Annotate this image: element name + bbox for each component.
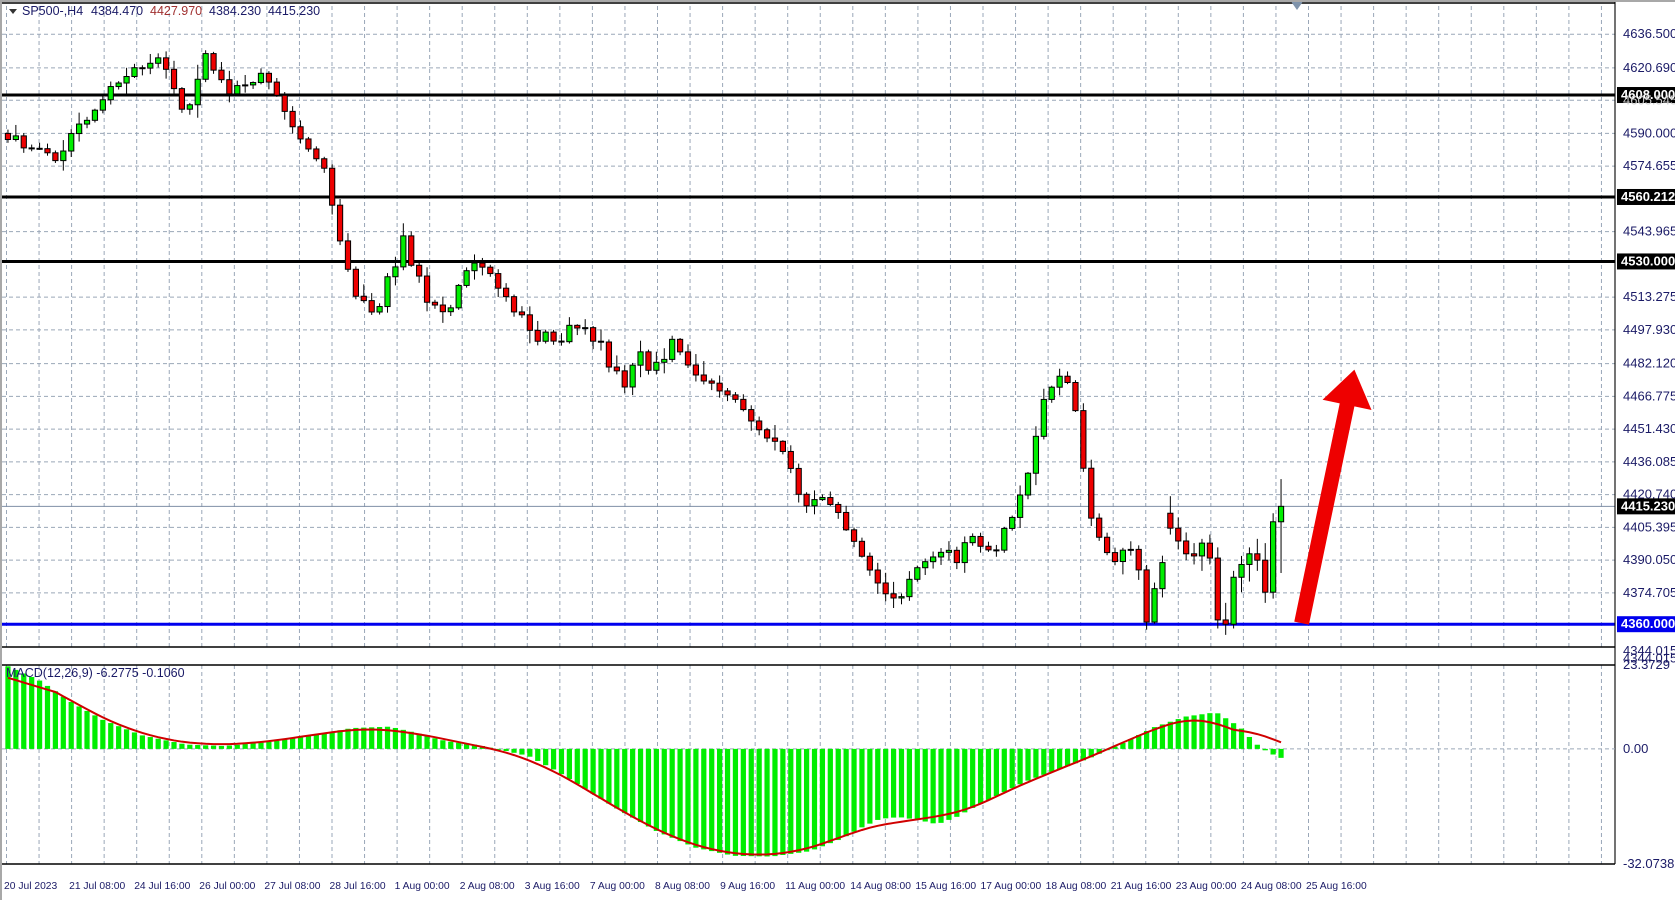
svg-text:4482.120: 4482.120	[1623, 356, 1675, 371]
svg-text:MACD(12,26,9) -6.2775 -0.1060: MACD(12,26,9) -6.2775 -0.1060	[6, 666, 185, 680]
svg-text:20 Jul 2023: 20 Jul 2023	[4, 881, 58, 892]
svg-text:4384.230: 4384.230	[209, 4, 261, 18]
svg-text:28 Jul 16:00: 28 Jul 16:00	[330, 881, 386, 892]
svg-text:24 Jul 16:00: 24 Jul 16:00	[134, 881, 190, 892]
svg-text:24 Aug 08:00: 24 Aug 08:00	[1241, 881, 1302, 892]
svg-text:8 Aug 08:00: 8 Aug 08:00	[655, 881, 710, 892]
svg-text:4590.000: 4590.000	[1623, 125, 1675, 140]
svg-text:9 Aug 16:00: 9 Aug 16:00	[720, 881, 775, 892]
svg-text:4636.500: 4636.500	[1623, 26, 1675, 41]
svg-text:3 Aug 16:00: 3 Aug 16:00	[525, 881, 580, 892]
svg-text:26 Jul 00:00: 26 Jul 00:00	[199, 881, 255, 892]
svg-text:4543.965: 4543.965	[1623, 224, 1675, 239]
svg-text:7 Aug 00:00: 7 Aug 00:00	[590, 881, 645, 892]
svg-text:4620.690: 4620.690	[1623, 60, 1675, 75]
svg-text:0.00: 0.00	[1623, 741, 1648, 756]
svg-text:4560.212: 4560.212	[1621, 189, 1675, 204]
svg-text:4451.430: 4451.430	[1623, 421, 1675, 436]
svg-text:4415.230: 4415.230	[1621, 498, 1675, 513]
svg-text:18 Aug 08:00: 18 Aug 08:00	[1046, 881, 1107, 892]
svg-text:11 Aug 00:00: 11 Aug 00:00	[785, 881, 845, 892]
svg-text:4513.275: 4513.275	[1623, 289, 1675, 304]
svg-text:4605.545: 4605.545	[1623, 92, 1675, 107]
svg-text:4415.230: 4415.230	[268, 4, 320, 18]
svg-text:SP500-,H4: SP500-,H4	[22, 4, 83, 18]
svg-text:4530.000: 4530.000	[1621, 253, 1675, 268]
svg-text:4384.470: 4384.470	[91, 4, 143, 18]
svg-text:4497.930: 4497.930	[1623, 322, 1675, 337]
svg-text:4436.085: 4436.085	[1623, 454, 1675, 469]
svg-text:27 Jul 08:00: 27 Jul 08:00	[264, 881, 320, 892]
svg-text:4574.655: 4574.655	[1623, 158, 1675, 173]
svg-text:14 Aug 08:00: 14 Aug 08:00	[850, 881, 911, 892]
svg-text:1 Aug 00:00: 1 Aug 00:00	[395, 881, 450, 892]
svg-text:15 Aug 16:00: 15 Aug 16:00	[915, 881, 976, 892]
svg-text:4466.775: 4466.775	[1623, 388, 1675, 403]
svg-text:23 Aug 00:00: 23 Aug 00:00	[1176, 881, 1237, 892]
svg-text:21 Aug 16:00: 21 Aug 16:00	[1111, 881, 1172, 892]
svg-text:4360.000: 4360.000	[1621, 616, 1675, 631]
svg-text:2 Aug 08:00: 2 Aug 08:00	[460, 881, 515, 892]
svg-text:23.3729: 23.3729	[1623, 657, 1670, 672]
svg-text:4427.970: 4427.970	[150, 4, 202, 18]
svg-text:-32.0738: -32.0738	[1623, 856, 1674, 871]
svg-text:21 Jul 08:00: 21 Jul 08:00	[69, 881, 125, 892]
svg-text:4374.705: 4374.705	[1623, 585, 1675, 600]
svg-text:17 Aug 00:00: 17 Aug 00:00	[981, 881, 1042, 892]
svg-text:4344.015: 4344.015	[1623, 643, 1675, 658]
svg-text:4390.050: 4390.050	[1623, 552, 1675, 567]
svg-text:25 Aug 16:00: 25 Aug 16:00	[1306, 881, 1367, 892]
svg-text:4405.395: 4405.395	[1623, 519, 1675, 534]
